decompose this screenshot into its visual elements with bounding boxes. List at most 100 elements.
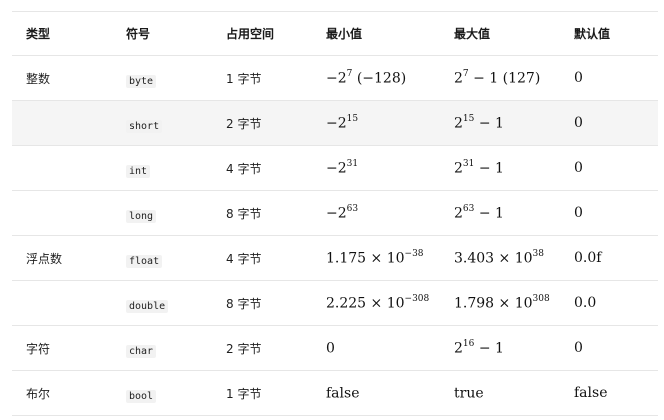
min-tail: (−128) (352, 70, 407, 87)
cell-size: 2 字节 (212, 100, 312, 146)
max-exponent: 38 (532, 248, 544, 259)
symbol-code: long (126, 209, 157, 223)
cell-default: 0 (560, 325, 658, 371)
min-exponent: 63 (346, 203, 359, 214)
cell-default: 0.0 (560, 280, 658, 326)
max-tail: − 1 (474, 115, 504, 132)
max-base: true (454, 385, 484, 402)
max-base: 2 (454, 70, 463, 87)
max-exponent: 7 (462, 68, 469, 79)
cell-min: 1.175 × 10−38 (312, 235, 440, 281)
max-base: 2 (454, 340, 463, 357)
cell-max: 1.798 × 10308 (440, 280, 560, 326)
cell-category: 整数 (12, 55, 112, 101)
cell-size: 4 字节 (212, 145, 312, 191)
cell-symbol: int (112, 145, 212, 191)
min-base: false (326, 385, 360, 402)
cell-symbol: bool (112, 370, 212, 416)
cell-symbol: char (112, 325, 212, 371)
symbol-code: short (126, 119, 163, 133)
header-row: 类型 符号 占用空间 最小值 最大值 默认值 (12, 11, 658, 56)
cell-category (12, 190, 112, 236)
table-row: 布尔 bool 1 字节 false true false (12, 370, 658, 416)
header-default: 默认值 (560, 11, 658, 56)
max-tail: − 1 (127) (468, 70, 541, 87)
header-max: 最大值 (440, 11, 560, 56)
min-base: −2 (326, 205, 347, 222)
table-row: double 8 字节 2.225 × 10−308 1.798 × 10308 0.0 (12, 280, 658, 326)
cell-min: 0 (312, 325, 440, 371)
cell-symbol: double (112, 280, 212, 326)
max-exponent: 16 (462, 338, 475, 349)
cell-size: 8 字节 (212, 190, 312, 236)
cell-max: 3.403 × 1038 (440, 235, 560, 281)
cell-size: 1 字节 (212, 55, 312, 101)
cell-min: 2.225 × 10−308 (312, 280, 440, 326)
cell-default: 0 (560, 190, 658, 236)
cell-size: 2 字节 (212, 325, 312, 371)
cell-min: −27 (−128) (312, 55, 440, 101)
symbol-code: double (126, 299, 169, 313)
min-base: −2 (326, 160, 347, 177)
max-base: 2 (454, 115, 463, 132)
header-min: 最小值 (312, 11, 440, 56)
symbol-code: float (126, 254, 163, 268)
cell-default: 0 (560, 145, 658, 191)
max-base: 3.403 × 10 (454, 250, 533, 267)
min-base: 2.225 × 10 (326, 295, 405, 312)
data-types-table: 类型 符号 占用空间 最小值 最大值 默认值 整数 byte 1 字节 −27 (−1… (12, 11, 658, 416)
header-symbol: 符号 (112, 11, 212, 56)
cell-min: −231 (312, 145, 440, 191)
cell-symbol: byte (112, 55, 212, 101)
table-row: 整数 byte 1 字节 −27 (−128) 27 − 1 (127) 0 (12, 55, 658, 101)
max-exponent: 31 (462, 158, 475, 169)
cell-symbol: float (112, 235, 212, 281)
max-base: 2 (454, 160, 463, 177)
min-exponent: 31 (346, 158, 359, 169)
cell-category (12, 280, 112, 326)
min-base: 1.175 × 10 (326, 250, 405, 267)
symbol-code: bool (126, 389, 157, 403)
max-exponent: 15 (462, 113, 475, 124)
cell-default: 0 (560, 55, 658, 101)
max-tail: − 1 (474, 160, 504, 177)
max-exponent: 63 (462, 203, 475, 214)
cell-min: false (312, 370, 440, 416)
cell-symbol: short (112, 100, 212, 146)
cell-default: false (560, 370, 658, 416)
min-base: 0 (326, 340, 335, 357)
cell-category (12, 100, 112, 146)
cell-category (12, 145, 112, 191)
cell-max: 263 − 1 (440, 190, 560, 236)
min-base: −2 (326, 115, 347, 132)
cell-max: 215 − 1 (440, 100, 560, 146)
cell-category: 浮点数 (12, 235, 112, 281)
symbol-code: char (126, 344, 157, 358)
min-exponent: 15 (346, 113, 359, 124)
symbol-code: byte (126, 74, 157, 88)
cell-max: 27 − 1 (127) (440, 55, 560, 101)
max-tail: − 1 (474, 340, 504, 357)
cell-category: 布尔 (12, 370, 112, 416)
cell-default: 0 (560, 100, 658, 146)
max-exponent: 308 (532, 293, 550, 304)
header-size: 占用空间 (212, 11, 312, 56)
header-type: 类型 (12, 11, 112, 56)
cell-max: 216 − 1 (440, 325, 560, 371)
cell-min: −215 (312, 100, 440, 146)
max-base: 1.798 × 10 (454, 295, 533, 312)
min-base: −2 (326, 70, 347, 87)
min-exponent: −38 (404, 248, 424, 259)
symbol-code: int (126, 164, 151, 178)
cell-min: −263 (312, 190, 440, 236)
cell-max: true (440, 370, 560, 416)
cell-size: 4 字节 (212, 235, 312, 281)
max-tail: − 1 (474, 205, 504, 222)
table-row: 浮点数 float 4 字节 1.175 × 10−38 3.403 × 1038 0.0… (12, 235, 658, 281)
cell-size: 8 字节 (212, 280, 312, 326)
